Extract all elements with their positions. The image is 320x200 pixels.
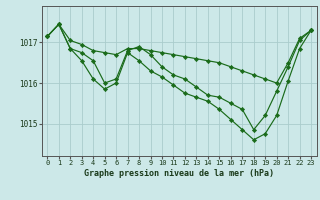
X-axis label: Graphe pression niveau de la mer (hPa): Graphe pression niveau de la mer (hPa) [84,169,274,178]
